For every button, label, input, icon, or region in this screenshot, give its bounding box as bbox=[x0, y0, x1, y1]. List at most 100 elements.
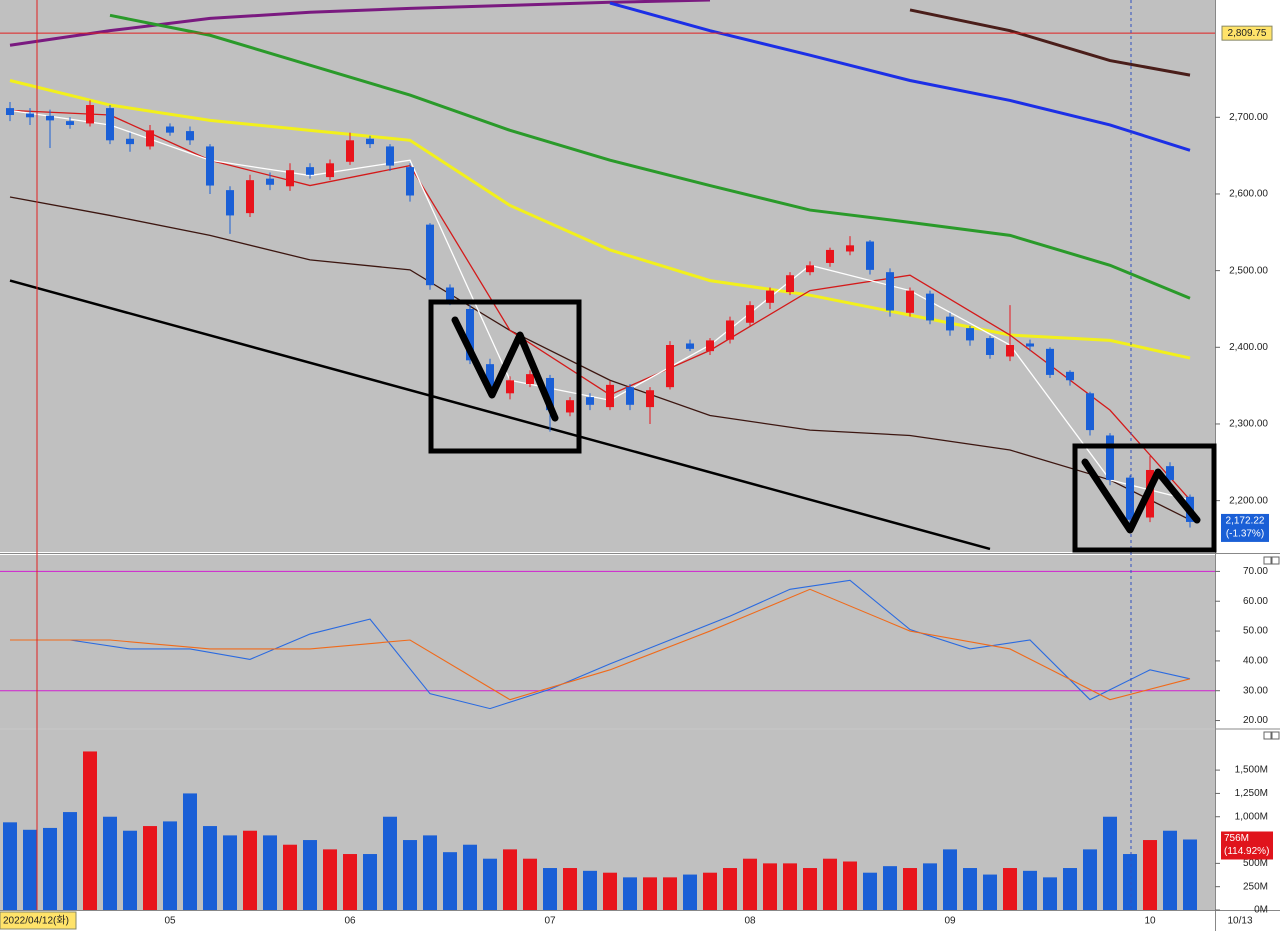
candle-body bbox=[786, 275, 794, 293]
candle-body bbox=[66, 121, 74, 125]
volume-bar bbox=[363, 854, 377, 910]
candle-body bbox=[1006, 345, 1014, 357]
volume-bar bbox=[643, 877, 657, 910]
annotations bbox=[428, 299, 1217, 553]
x-tick-label: 05 bbox=[164, 916, 176, 927]
candle-body bbox=[1166, 466, 1174, 480]
rsi-panel bbox=[0, 555, 1215, 728]
candle-body bbox=[266, 178, 274, 185]
candle-body bbox=[506, 380, 514, 394]
last-change-label: (-1.37%) bbox=[1226, 529, 1264, 540]
y-tick-label: 0M bbox=[1254, 905, 1268, 916]
candle-body bbox=[406, 167, 414, 196]
candle-body bbox=[866, 241, 874, 270]
volume-bar bbox=[563, 868, 577, 910]
last-volume-tag bbox=[1221, 831, 1273, 860]
volume-bar bbox=[943, 849, 957, 910]
line-series bbox=[9, 196, 1191, 521]
panel-icon[interactable] bbox=[1271, 731, 1280, 740]
volume-bar bbox=[843, 861, 857, 910]
annotation-box bbox=[428, 299, 582, 454]
y-tick-label: 2,200.00 bbox=[1229, 495, 1268, 506]
candle-body bbox=[566, 400, 574, 413]
volume-bar bbox=[1163, 830, 1177, 910]
volume-bar bbox=[323, 849, 337, 910]
candle-body bbox=[446, 287, 454, 301]
y-tick-label: 2,400.00 bbox=[1229, 342, 1268, 353]
volume-bar bbox=[123, 830, 137, 910]
x-tick-label: 06 bbox=[344, 916, 356, 927]
line-series bbox=[609, 1, 1191, 152]
volume-bar bbox=[3, 822, 17, 910]
volume-bar bbox=[803, 868, 817, 910]
volume-bar bbox=[603, 872, 617, 910]
volume-bar bbox=[963, 868, 977, 910]
candle-body bbox=[366, 138, 374, 145]
volume-bar bbox=[703, 872, 717, 910]
candle-body bbox=[186, 131, 194, 141]
volume-bar bbox=[403, 840, 417, 910]
candle-body bbox=[546, 377, 554, 411]
y-tick-label: 1,500M bbox=[1235, 765, 1268, 776]
volume-bar bbox=[343, 854, 357, 910]
candle-body bbox=[886, 272, 894, 311]
line-series bbox=[10, 579, 1191, 710]
plot-area bbox=[3, 751, 1197, 910]
y-tick-label: 250M bbox=[1243, 881, 1268, 892]
candle-body bbox=[166, 126, 174, 133]
candle-body bbox=[286, 170, 294, 187]
price-panel bbox=[0, 0, 1215, 552]
candle-body bbox=[426, 224, 434, 286]
volume-bar bbox=[683, 874, 697, 910]
volume-bar bbox=[883, 866, 897, 910]
candle-body bbox=[346, 140, 354, 162]
x-tick-label: 10 bbox=[1144, 916, 1156, 927]
panel-icon[interactable] bbox=[1263, 556, 1272, 565]
candle-body bbox=[1086, 393, 1094, 431]
candle-body bbox=[806, 265, 814, 273]
volume-bar bbox=[663, 877, 677, 910]
candle-body bbox=[846, 245, 854, 252]
candle-body bbox=[86, 105, 94, 124]
candle-body bbox=[706, 340, 714, 352]
volume-bar bbox=[1183, 839, 1197, 910]
volume-bar bbox=[303, 840, 317, 910]
candle-body bbox=[966, 328, 974, 341]
volume-bar bbox=[623, 877, 637, 910]
candle-body bbox=[386, 146, 394, 166]
plot-area bbox=[0, 570, 1215, 710]
y-tick-label: 40.00 bbox=[1243, 656, 1268, 667]
y-tick-label: 1,000M bbox=[1235, 811, 1268, 822]
line-series bbox=[9, 279, 991, 551]
volume-bar bbox=[723, 868, 737, 910]
candle-body bbox=[1026, 343, 1034, 347]
candle-body bbox=[746, 305, 754, 323]
candle-body bbox=[486, 364, 494, 391]
volume-bar bbox=[923, 863, 937, 910]
y-tick-label: 2,600.00 bbox=[1229, 189, 1268, 200]
candle-body bbox=[666, 345, 674, 388]
y-tick-label: 2,300.00 bbox=[1229, 419, 1268, 430]
volume-bar bbox=[1063, 868, 1077, 910]
panel-icon[interactable] bbox=[1271, 556, 1280, 565]
line-series bbox=[10, 588, 1191, 701]
y-tick-label: 70.00 bbox=[1243, 566, 1268, 577]
panel-icon[interactable] bbox=[1263, 731, 1272, 740]
candle-body bbox=[826, 249, 834, 263]
volume-bar bbox=[443, 852, 457, 910]
volume-bar bbox=[43, 827, 57, 910]
volume-bar bbox=[23, 829, 37, 910]
candle-body bbox=[726, 320, 734, 340]
candle-body bbox=[1046, 348, 1054, 375]
volume-bar bbox=[903, 868, 917, 910]
volume-bar bbox=[1143, 840, 1157, 910]
volume-bar bbox=[463, 844, 477, 910]
volume-bar bbox=[83, 751, 97, 910]
candle-body bbox=[646, 390, 654, 408]
volume-bar bbox=[383, 816, 397, 910]
last-volume-label: 756M bbox=[1224, 833, 1249, 844]
line-series bbox=[9, 0, 711, 47]
annotation-stroke bbox=[1081, 458, 1201, 534]
